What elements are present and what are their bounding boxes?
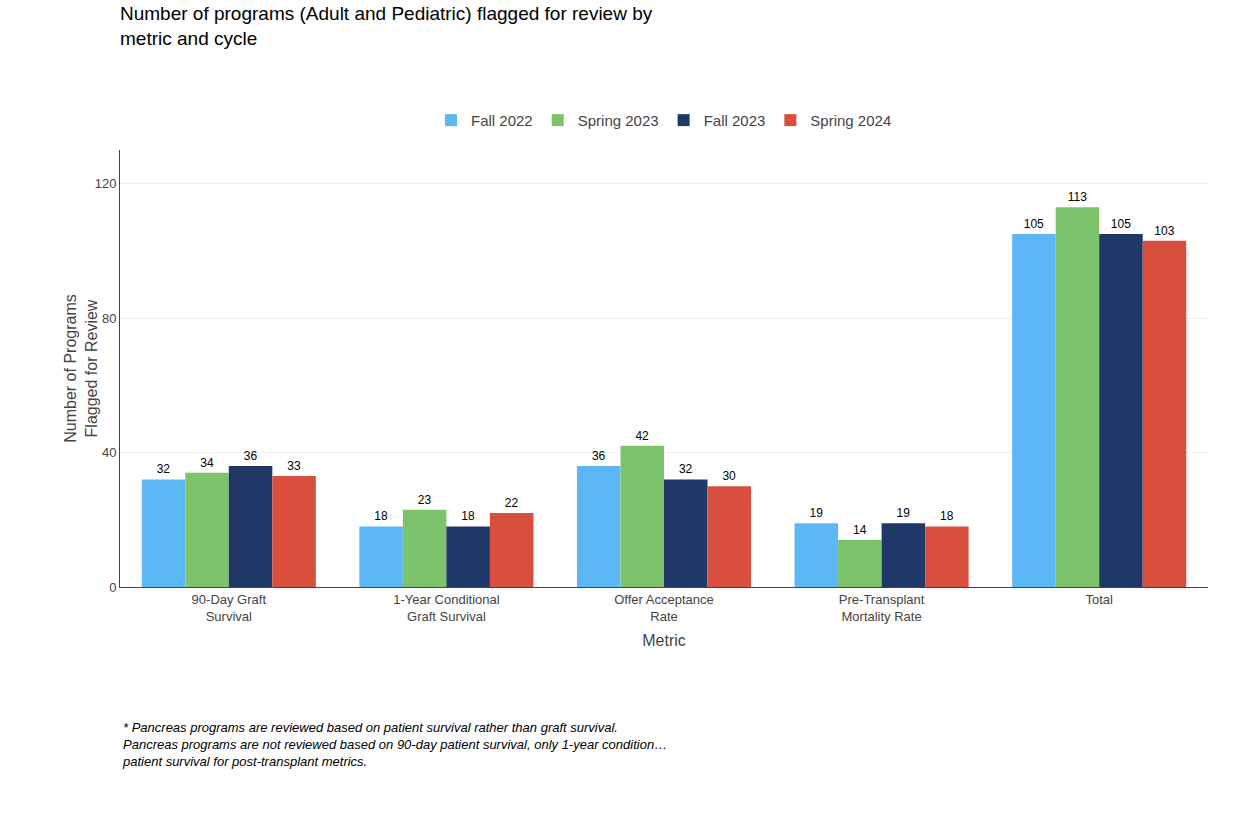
svg-text:42: 42 <box>635 429 649 443</box>
svg-text:Number of programs (Adult and: Number of programs (Adult and Pediatric)… <box>120 3 653 49</box>
svg-text:32: 32 <box>679 462 693 476</box>
svg-text:18: 18 <box>940 509 954 523</box>
svg-text:80: 80 <box>102 311 116 326</box>
svg-text:34: 34 <box>200 456 214 470</box>
svg-text:36: 36 <box>592 449 606 463</box>
svg-text:Fall 2022: Fall 2022 <box>471 112 533 129</box>
svg-text:40: 40 <box>102 445 116 460</box>
svg-text:1-Year ConditionalGraft Surviv: 1-Year ConditionalGraft Survival <box>393 592 500 624</box>
svg-text:19: 19 <box>809 506 823 520</box>
svg-text:Spring 2024: Spring 2024 <box>810 112 891 129</box>
svg-text:Metric: Metric <box>642 632 686 649</box>
svg-text:Fall 2023: Fall 2023 <box>704 112 766 129</box>
svg-text:33: 33 <box>287 459 301 473</box>
svg-text:90-Day GraftSurvival: 90-Day GraftSurvival <box>192 592 267 624</box>
svg-text:105: 105 <box>1024 217 1044 231</box>
svg-text:* Pancreas programs are review: * Pancreas programs are reviewed based o… <box>122 720 667 769</box>
svg-text:Offer AcceptanceRate: Offer AcceptanceRate <box>614 592 714 624</box>
svg-text:Number of ProgramsFlagged for: Number of ProgramsFlagged for Review <box>62 294 100 443</box>
svg-text:Spring 2023: Spring 2023 <box>578 112 659 129</box>
svg-text:105: 105 <box>1111 217 1131 231</box>
svg-text:0: 0 <box>109 580 116 595</box>
svg-text:103: 103 <box>1154 224 1174 238</box>
svg-text:120: 120 <box>95 176 117 191</box>
svg-text:32: 32 <box>157 462 171 476</box>
svg-text:Total: Total <box>1085 592 1113 607</box>
svg-text:22: 22 <box>505 496 519 510</box>
svg-text:30: 30 <box>722 469 736 483</box>
svg-text:18: 18 <box>461 509 475 523</box>
svg-text:Pre-TransplantMortality Rate: Pre-TransplantMortality Rate <box>839 592 925 624</box>
svg-text:14: 14 <box>853 523 867 537</box>
svg-text:36: 36 <box>244 449 258 463</box>
svg-text:23: 23 <box>418 493 432 507</box>
svg-text:113: 113 <box>1068 190 1087 204</box>
svg-text:18: 18 <box>374 509 388 523</box>
svg-text:19: 19 <box>897 506 911 520</box>
